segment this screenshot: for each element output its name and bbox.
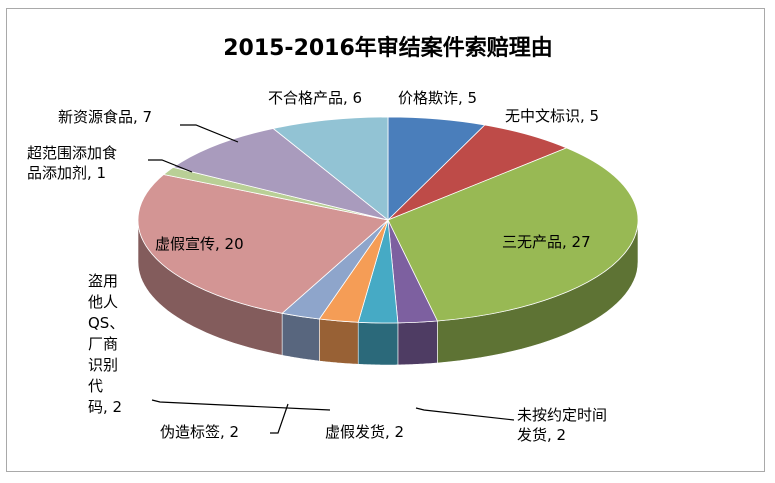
slice-5-side xyxy=(319,318,359,365)
leader-fake-label xyxy=(270,403,289,434)
slice-9 xyxy=(172,128,389,221)
slice-5-label: 伪造标签, 2 xyxy=(160,423,239,441)
pie-sides xyxy=(137,219,639,366)
slice-2 xyxy=(387,147,639,322)
slice-8-label: 超范围添加食品添加剂, 1 xyxy=(27,144,117,182)
slice-10 xyxy=(272,116,389,221)
slice-0-label: 价格欺诈, 5 xyxy=(398,89,477,107)
slice-6-side xyxy=(281,312,320,362)
slice-10-label: 不合格产品, 6 xyxy=(268,89,362,107)
slice-3-label: 未按约定时间发货, 2 xyxy=(517,406,607,444)
slice-7 xyxy=(137,174,389,314)
slice-3-side xyxy=(397,320,438,366)
slice-1-label: 无中文标识, 5 xyxy=(505,107,599,125)
slice-6-label: 盗用他人 QS、厂商识别代码, 2 xyxy=(88,272,124,416)
slice-4-side xyxy=(357,322,399,366)
leader-new-resource-food xyxy=(180,124,239,143)
leader-late-delivery xyxy=(415,407,515,421)
chart-title: 2015-2016年审结案件索赔理由 xyxy=(223,35,553,61)
slice-4-label: 虚假发货, 2 xyxy=(325,423,404,441)
pie-tops xyxy=(137,116,639,324)
slice-2-label: 三无产品, 27 xyxy=(502,233,591,251)
leader-lines xyxy=(148,124,515,434)
slice-7-label: 虚假宣传, 20 xyxy=(155,235,244,253)
slice-labels: 价格欺诈, 5 无中文标识, 5 三无产品, 27 未按约定时间发货, 2 虚假发货, … xyxy=(27,89,607,444)
slice-9-label: 新资源食品, 7 xyxy=(58,108,152,126)
leader-stolen-qs xyxy=(151,399,331,411)
leader-additive xyxy=(148,159,193,173)
